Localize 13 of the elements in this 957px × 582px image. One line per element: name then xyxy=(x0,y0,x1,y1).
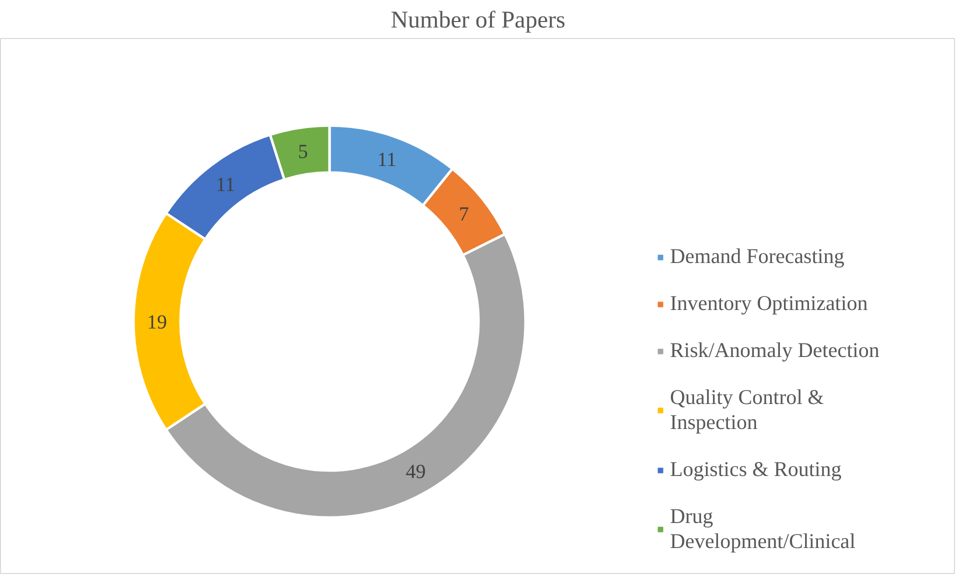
chart-title: Number of Papers xyxy=(390,8,566,34)
legend-label: Risk/Anomaly Detection xyxy=(670,338,880,363)
legend-label: Logistics & Routing xyxy=(670,457,842,482)
data-label: 11 xyxy=(377,148,396,171)
data-label: 19 xyxy=(147,312,167,334)
legend-label: Inventory Optimization xyxy=(670,291,868,316)
data-label: 49 xyxy=(406,460,426,483)
data-label: 7 xyxy=(458,203,469,226)
legend-label: Demand Forecasting xyxy=(670,244,844,269)
legend-label: Quality Control & Inspection xyxy=(670,385,824,435)
data-label: 11 xyxy=(216,174,236,196)
data-label: 5 xyxy=(298,141,308,164)
legend-label: Drug Development/Clinical xyxy=(670,504,856,554)
